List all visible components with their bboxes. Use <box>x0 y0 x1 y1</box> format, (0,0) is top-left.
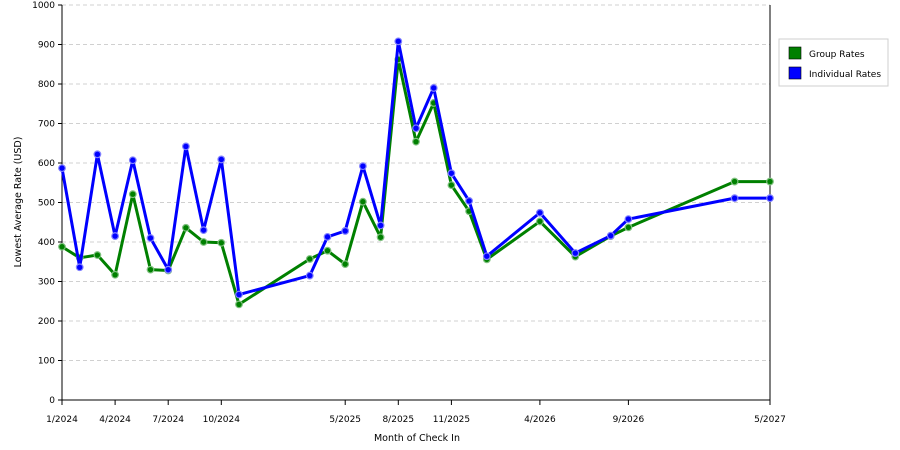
x-tick-label: 5/2025 <box>329 415 361 425</box>
x-tick-label: 7/2024 <box>152 415 184 425</box>
data-point <box>624 215 633 223</box>
axes: 0 100 200 300 400 500 600 700 800 900 1000 1/2024 4/… <box>32 1 786 425</box>
data-point <box>536 208 544 217</box>
series-layer <box>58 37 774 309</box>
data-point <box>536 217 544 226</box>
x-tick-label: 8/2025 <box>382 415 414 425</box>
y-tick-label: 1000 <box>32 1 55 11</box>
x-tick-label: 5/2027 <box>754 415 786 425</box>
data-point <box>128 190 137 199</box>
legend: Group Rates Individual Rates <box>778 38 889 87</box>
data-point <box>217 238 226 247</box>
data-point <box>359 162 367 171</box>
x-tick-label: 10/2024 <box>203 415 241 425</box>
data-point <box>624 223 633 232</box>
data-point <box>359 197 367 206</box>
data-point <box>146 265 155 274</box>
data-point <box>93 251 102 259</box>
series-group-rates <box>58 55 774 309</box>
series-line <box>61 58 770 306</box>
data-point <box>376 233 385 242</box>
data-point <box>482 252 491 261</box>
data-point <box>164 265 173 274</box>
data-point <box>376 221 385 230</box>
data-point <box>429 84 438 92</box>
data-point <box>181 223 190 232</box>
data-point <box>305 271 314 280</box>
data-point <box>323 246 332 255</box>
y-tick-label: 600 <box>38 159 55 169</box>
data-point <box>447 169 456 178</box>
x-tick-label: 4/2024 <box>99 415 131 425</box>
data-point <box>766 177 774 186</box>
data-point <box>181 142 190 151</box>
data-point <box>217 155 226 164</box>
y-tick-label: 800 <box>38 80 55 90</box>
y-tick-label: 400 <box>38 238 55 248</box>
data-point <box>199 226 208 235</box>
data-point <box>412 137 420 146</box>
y-tick-label: 300 <box>38 278 55 288</box>
data-point <box>730 177 739 186</box>
y-tick-label: 500 <box>38 199 55 209</box>
gridlines <box>62 4 770 361</box>
data-point <box>394 37 403 46</box>
y-tick-label: 0 <box>49 396 55 406</box>
x-tick-label: 9/2026 <box>613 415 645 425</box>
x-tick-label: 4/2026 <box>524 415 556 425</box>
y-axis-title: Lowest Average Rate (USD) <box>13 137 24 268</box>
data-point <box>128 156 137 165</box>
data-point <box>323 232 332 241</box>
data-point <box>341 227 350 235</box>
data-point <box>235 290 243 299</box>
data-point <box>305 255 314 263</box>
y-tick-label: 700 <box>38 120 55 130</box>
data-point <box>146 234 155 242</box>
data-point <box>447 181 456 190</box>
data-point <box>730 194 739 203</box>
y-tick-label: 100 <box>38 357 55 367</box>
data-point <box>111 232 119 240</box>
data-point <box>235 300 243 309</box>
data-point <box>571 249 580 257</box>
data-point <box>199 238 208 246</box>
x-tick-label: 1/2024 <box>46 415 78 425</box>
legend-label-group: Group Rates <box>809 50 865 60</box>
data-point <box>58 164 66 173</box>
data-point <box>465 197 474 205</box>
data-point <box>93 150 102 159</box>
data-point <box>412 124 420 133</box>
data-point <box>606 231 615 240</box>
data-point <box>341 260 350 269</box>
data-point <box>111 270 119 279</box>
data-point <box>75 263 84 272</box>
data-point <box>766 194 774 203</box>
legend-label-individual: Individual Rates <box>809 70 881 80</box>
x-axis-title: Month of Check In <box>374 433 460 444</box>
x-tick-label: 11/2025 <box>433 415 470 425</box>
series-individual-rates <box>58 37 774 299</box>
series-line <box>60 39 770 297</box>
y-tick-label: 200 <box>38 317 55 327</box>
y-tick-label: 900 <box>38 41 55 51</box>
legend-swatch-group <box>788 46 802 60</box>
legend-swatch-individual <box>788 66 802 80</box>
data-point <box>58 242 66 251</box>
